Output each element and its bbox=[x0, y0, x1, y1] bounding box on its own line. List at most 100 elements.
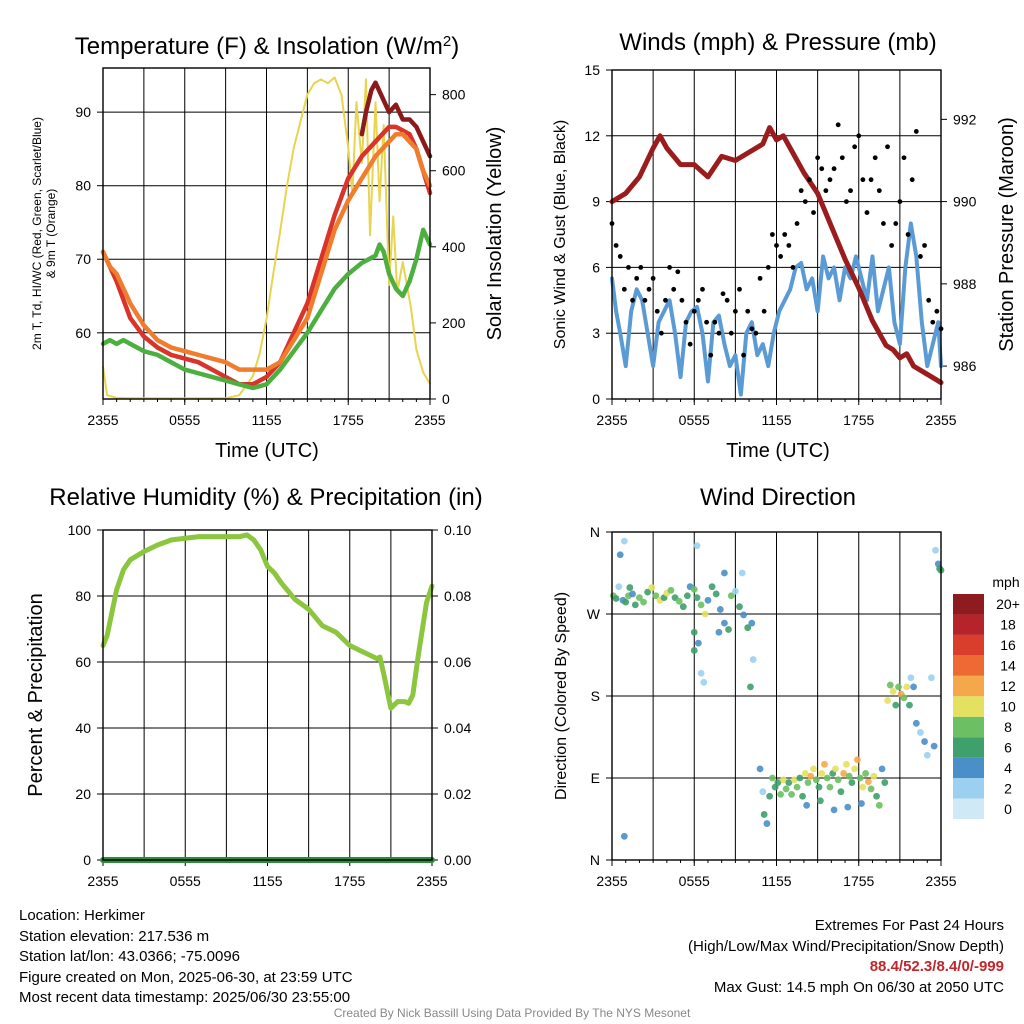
y-axis-label: Sonic Wind & Gust (Blue, Black) bbox=[552, 120, 569, 349]
credit-line: Created By Nick Bassill Using Data Provi… bbox=[333, 1006, 691, 1020]
direction-point bbox=[903, 683, 911, 691]
direction-point bbox=[923, 751, 931, 759]
series-line bbox=[359, 80, 433, 159]
x-axis-label: Time (UTC) bbox=[726, 440, 830, 462]
direction-point bbox=[731, 587, 739, 595]
direction-point bbox=[848, 779, 856, 786]
direction-point bbox=[812, 776, 820, 784]
gust-point bbox=[885, 144, 890, 150]
direction-point bbox=[612, 595, 620, 602]
colorbar-title: mph bbox=[992, 574, 1019, 590]
direction-point bbox=[690, 647, 698, 654]
gust-point bbox=[802, 199, 808, 205]
gust-point bbox=[839, 155, 845, 161]
direction-point bbox=[906, 701, 913, 709]
direction-point bbox=[815, 783, 823, 791]
gust-point bbox=[860, 177, 866, 183]
direction-point bbox=[640, 598, 647, 606]
y2-tick-label: 400 bbox=[442, 239, 466, 255]
colorbar-label: 4 bbox=[1004, 760, 1012, 776]
gust-point bbox=[737, 286, 742, 292]
direction-point bbox=[910, 683, 917, 691]
direction-point bbox=[620, 537, 628, 545]
colorbar-swatch bbox=[953, 798, 984, 819]
x-tick-label: 1155 bbox=[252, 873, 282, 889]
direction-point bbox=[667, 586, 675, 594]
colorbar-label: 18 bbox=[1000, 617, 1016, 633]
y2-tick-label: 0 bbox=[442, 391, 450, 407]
direction-point bbox=[616, 551, 624, 559]
gust-point bbox=[695, 297, 701, 303]
colorbar-label: 6 bbox=[1004, 739, 1012, 755]
direction-point bbox=[853, 756, 861, 764]
y-tick-label: 0 bbox=[83, 852, 91, 868]
x-tick-label: 2355 bbox=[414, 412, 445, 428]
y2-tick-label: 990 bbox=[953, 194, 977, 210]
gust-point bbox=[720, 291, 726, 297]
direction-point bbox=[716, 606, 724, 613]
x-tick-label: 1755 bbox=[843, 873, 874, 889]
y-tick-label: 60 bbox=[75, 325, 91, 341]
direction-point bbox=[801, 770, 809, 777]
x-tick-label: 2355 bbox=[87, 412, 118, 428]
y2-tick-label: 0.00 bbox=[444, 852, 471, 868]
direction-point bbox=[818, 770, 826, 777]
colorbar-label: 8 bbox=[1004, 719, 1012, 735]
gust-point bbox=[852, 144, 858, 150]
direction-point bbox=[845, 772, 853, 780]
gust-point bbox=[716, 330, 722, 336]
direction-point bbox=[821, 760, 828, 768]
gust-point bbox=[626, 265, 631, 270]
direction-point bbox=[799, 792, 806, 800]
direction-point bbox=[679, 603, 687, 611]
direction-point bbox=[756, 765, 764, 773]
x-tick-label: 2355 bbox=[925, 412, 956, 428]
direction-point bbox=[697, 601, 705, 609]
gust-point bbox=[630, 297, 635, 303]
direction-point bbox=[844, 803, 852, 811]
gust-point bbox=[815, 155, 821, 161]
direction-point bbox=[740, 611, 747, 619]
y2-axis-label: Station Pressure (Maroon) bbox=[996, 117, 1018, 352]
direction-point bbox=[766, 792, 774, 800]
direction-point bbox=[917, 729, 924, 736]
direction-point bbox=[701, 610, 709, 618]
gust-point bbox=[876, 188, 882, 194]
direction-point bbox=[690, 628, 698, 636]
gust-point bbox=[679, 297, 685, 303]
colorbar-label: 2 bbox=[1004, 780, 1012, 796]
direction-point bbox=[870, 772, 878, 780]
y-tick-label: 60 bbox=[75, 654, 91, 670]
gust-point bbox=[794, 221, 800, 226]
x-tick-label: 0555 bbox=[679, 873, 710, 889]
colorbar-label: 0 bbox=[1004, 801, 1012, 817]
gust-point bbox=[658, 330, 664, 336]
gust-point bbox=[823, 188, 829, 194]
gust-point bbox=[650, 275, 656, 281]
direction-point bbox=[889, 688, 897, 695]
gust-point bbox=[654, 308, 660, 314]
gust-point bbox=[774, 243, 779, 248]
direction-point bbox=[715, 628, 723, 636]
x-tick-label: 2355 bbox=[416, 873, 447, 889]
y2-axis-label: Solar Insolation (Yellow) bbox=[484, 127, 506, 341]
series-line bbox=[610, 221, 943, 397]
gust-point bbox=[893, 221, 899, 226]
gust-point bbox=[856, 133, 862, 139]
y-tick-label: S bbox=[591, 688, 600, 704]
gust-point bbox=[745, 308, 751, 314]
gust-point bbox=[638, 265, 644, 270]
chart-title: Winds (mph) & Pressure (mb) bbox=[619, 29, 936, 56]
gust-point bbox=[934, 308, 940, 314]
y2-tick-label: 200 bbox=[442, 315, 466, 331]
direction-point bbox=[760, 811, 768, 818]
series-line bbox=[100, 227, 433, 391]
gust-point bbox=[786, 243, 792, 248]
y-tick-label: 15 bbox=[584, 62, 600, 78]
direction-point bbox=[725, 626, 732, 633]
y-tick-label: N bbox=[590, 524, 600, 540]
gust-point bbox=[761, 308, 767, 314]
gust-point bbox=[782, 232, 788, 237]
gust-point bbox=[700, 286, 705, 292]
direction-point bbox=[782, 785, 790, 793]
